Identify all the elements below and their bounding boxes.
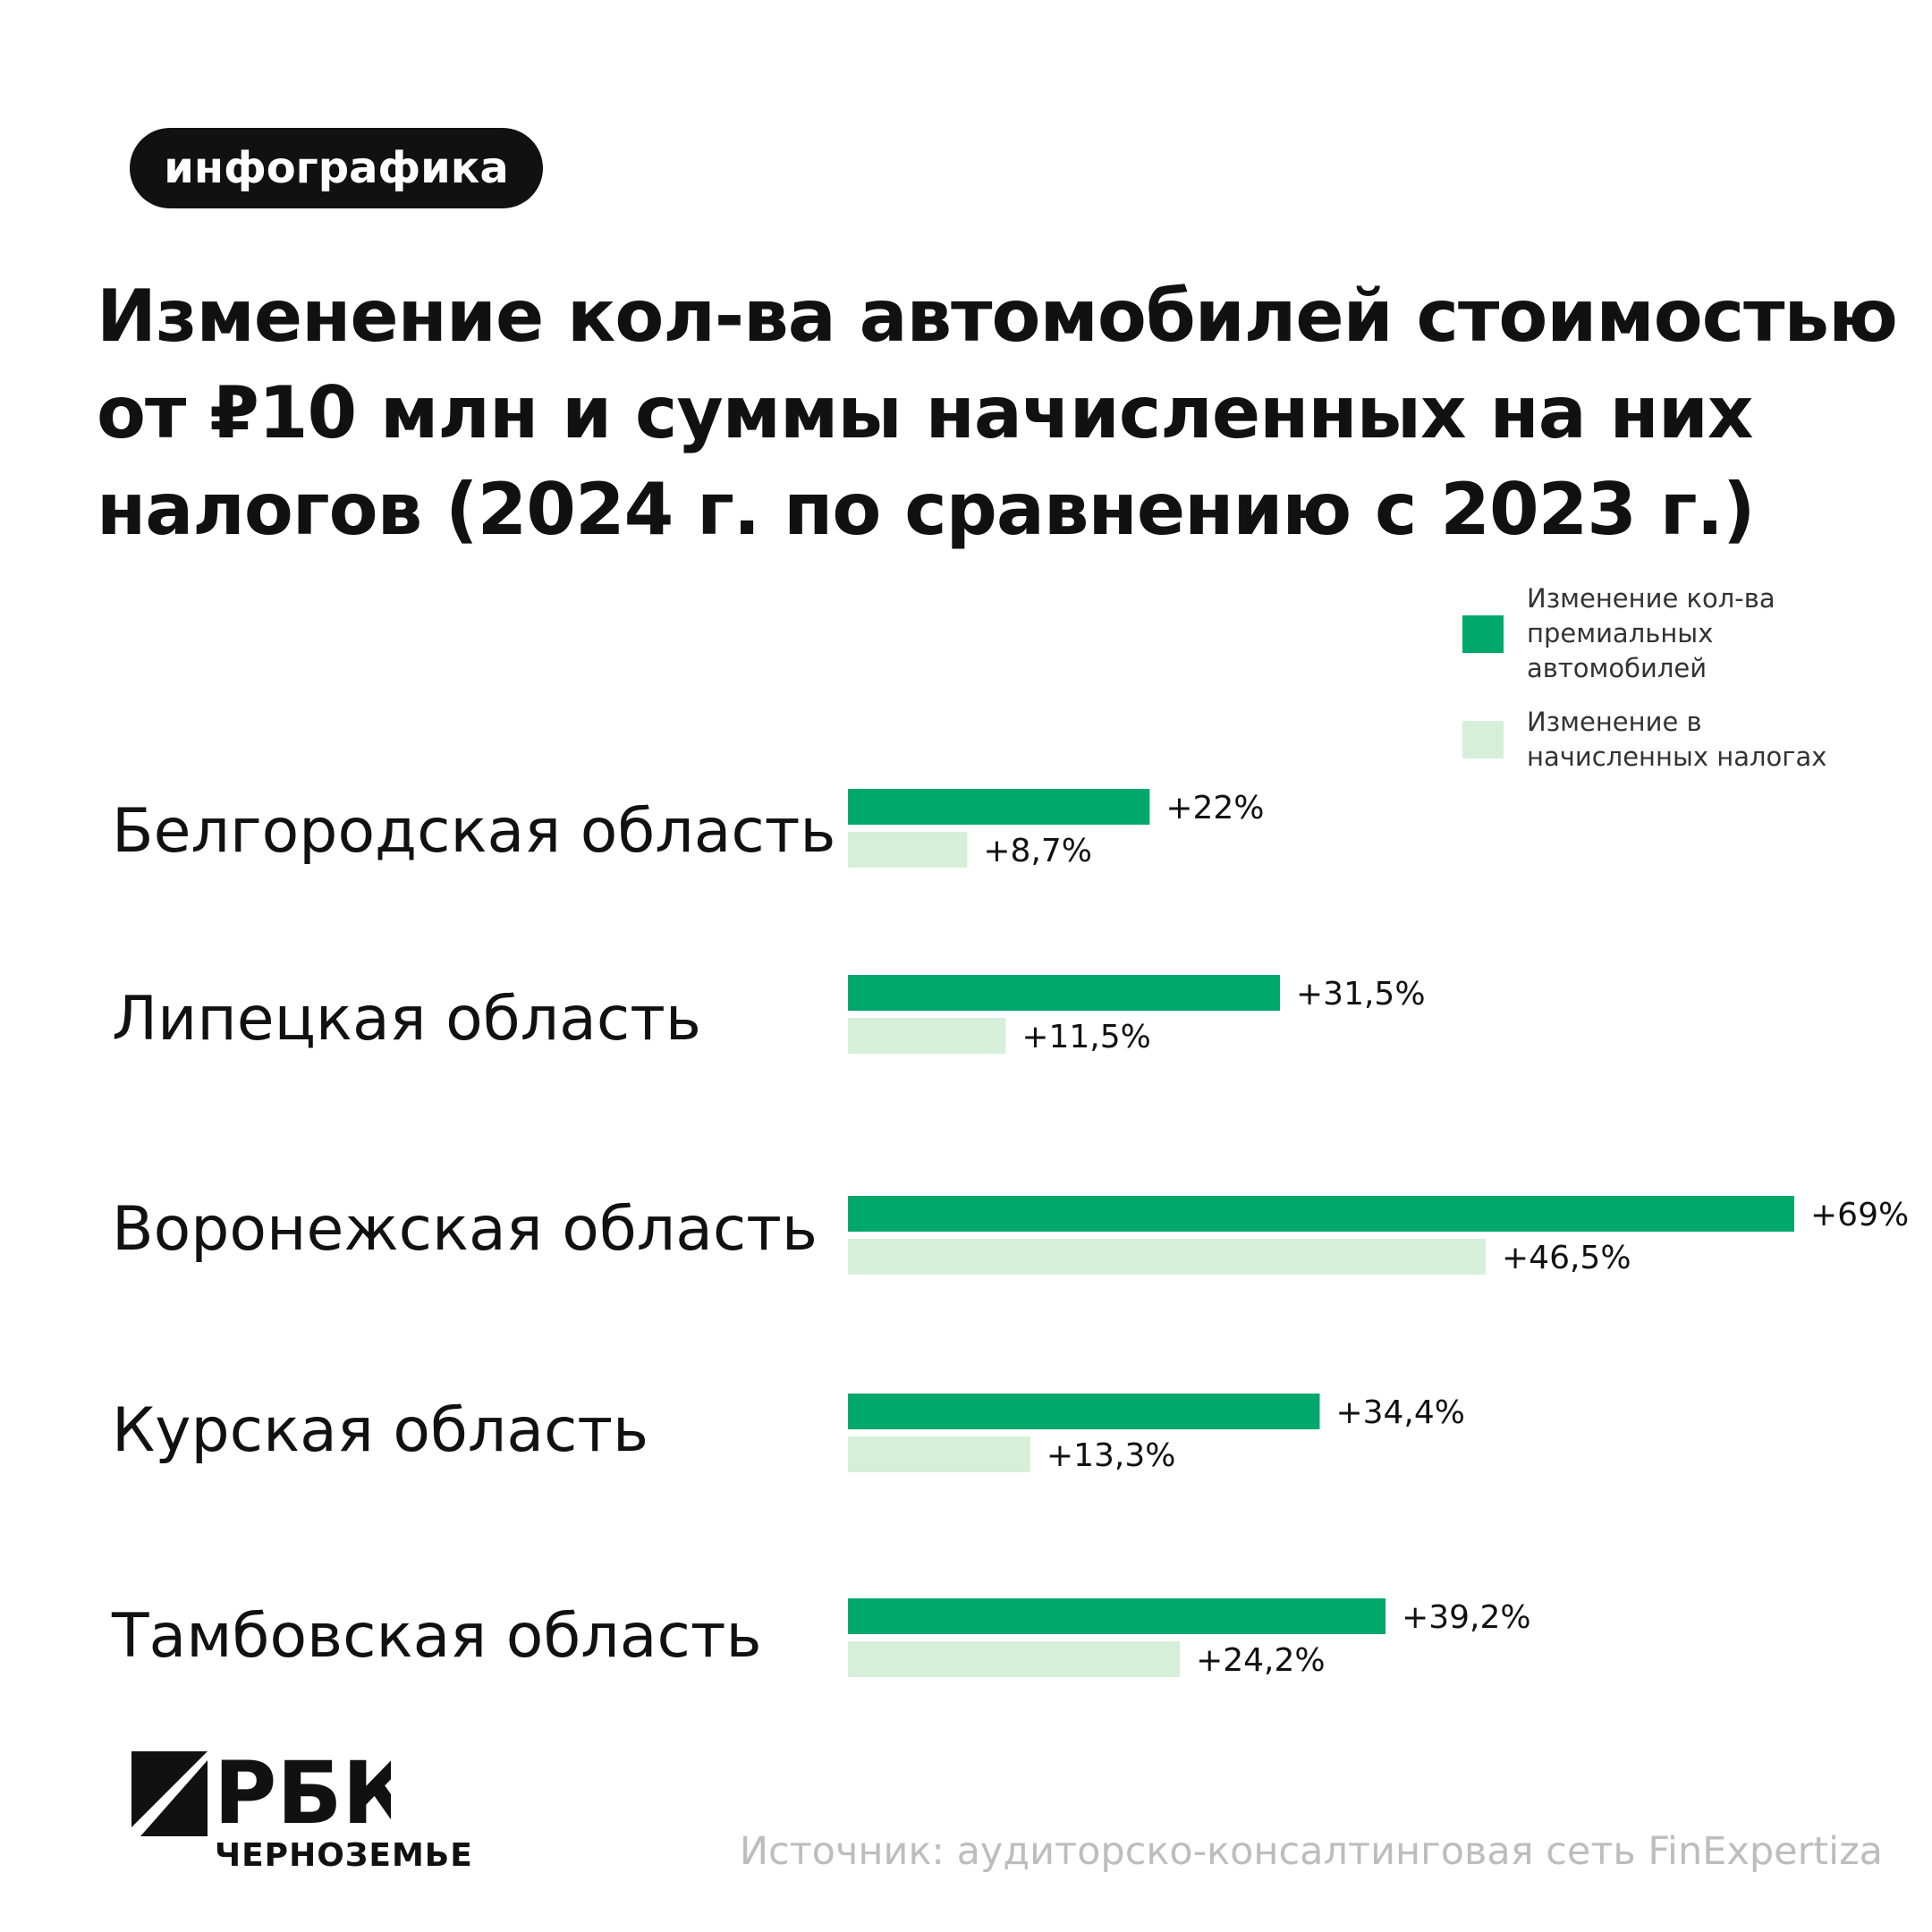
title-line-2: от ₽10 млн и суммы начисленных на них (97, 371, 1753, 454)
data-label-cars: +39,2% (1402, 1599, 1531, 1636)
data-label-taxes: +46,5% (1502, 1240, 1631, 1276)
bar-cars (848, 975, 1280, 1011)
title-line-3: налогов (2024 г. по сравнению с 2023 г.) (97, 468, 1756, 551)
category-label: Курская область (112, 1395, 648, 1466)
data-label-cars: +69% (1810, 1197, 1909, 1233)
bar-taxes (848, 1239, 1486, 1275)
data-label-taxes: +8,7% (983, 833, 1092, 869)
legend-item-cars: Изменение кол-ва премиальных автомобилей (1462, 581, 1775, 686)
legend-swatch-cars (1462, 614, 1504, 653)
data-label-taxes: +13,3% (1046, 1437, 1176, 1474)
bar-cars (848, 1196, 1794, 1232)
bar-taxes (848, 1436, 1030, 1472)
legend-label-taxes: Изменение в начисленных налогах (1527, 707, 1827, 772)
title-line-1: Изменение кол-ва автомобилей стоимостью (97, 275, 1898, 358)
data-label-taxes: +11,5% (1021, 1019, 1151, 1055)
bar-taxes (848, 832, 968, 868)
source-note: Источник: аудиторско-консалтинговая сеть… (739, 1829, 1883, 1874)
bar-cars (848, 1598, 1386, 1634)
legend-label-cars: Изменение кол-ва премиальных автомобилей (1527, 583, 1775, 683)
logo-subtitle: ЧЕРНОЗЕМЬЕ (215, 1837, 473, 1874)
legend-swatch-taxes (1462, 721, 1504, 758)
legend-item-taxes: Изменение в начисленных налогах (1462, 705, 1826, 775)
bar-cars (848, 789, 1150, 825)
rbc-logo: РБК (131, 1743, 412, 1843)
bar-taxes (848, 1018, 1006, 1054)
rbc-logo-mark: РБК (131, 1743, 412, 1843)
logo-text: РБК (214, 1751, 391, 1836)
data-label-taxes: +24,2% (1196, 1642, 1326, 1679)
data-label-cars: +31,5% (1296, 976, 1426, 1013)
infographic-badge: инфографика (130, 128, 543, 208)
data-label-cars: +34,4% (1335, 1394, 1465, 1431)
bar-taxes (848, 1641, 1181, 1677)
category-label: Воронежская область (112, 1194, 818, 1265)
category-label: Белгородская область (112, 796, 835, 867)
category-label: Липецкая область (112, 984, 701, 1055)
data-label-cars: +22% (1165, 790, 1264, 826)
chart-title: Изменение кол-ва автомобилей стоимостью … (97, 268, 1898, 558)
category-label: Тамбовская область (111, 1601, 762, 1672)
bar-cars (848, 1394, 1320, 1429)
